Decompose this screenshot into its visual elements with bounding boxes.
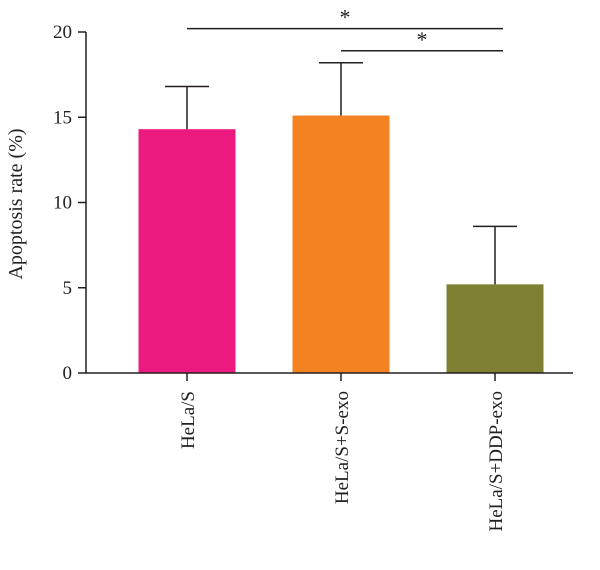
y-tick-label: 0 [63, 363, 73, 384]
x-category-label: HeLa/S+S-exo [332, 391, 353, 504]
y-axis-title: Apoptosis rate (%) [5, 128, 27, 279]
y-tick-label: 5 [63, 278, 73, 299]
y-tick-label: 15 [53, 107, 72, 128]
significance-star: * [417, 27, 428, 52]
y-tick-label: 20 [53, 22, 72, 43]
significance-star: * [340, 5, 351, 30]
y-tick-label: 10 [53, 193, 72, 214]
bar [138, 129, 236, 373]
bar [446, 284, 544, 373]
x-category-label: HeLa/S+DDP-exo [486, 391, 507, 532]
x-category-label: HeLa/S [178, 391, 199, 449]
bar [292, 115, 390, 374]
